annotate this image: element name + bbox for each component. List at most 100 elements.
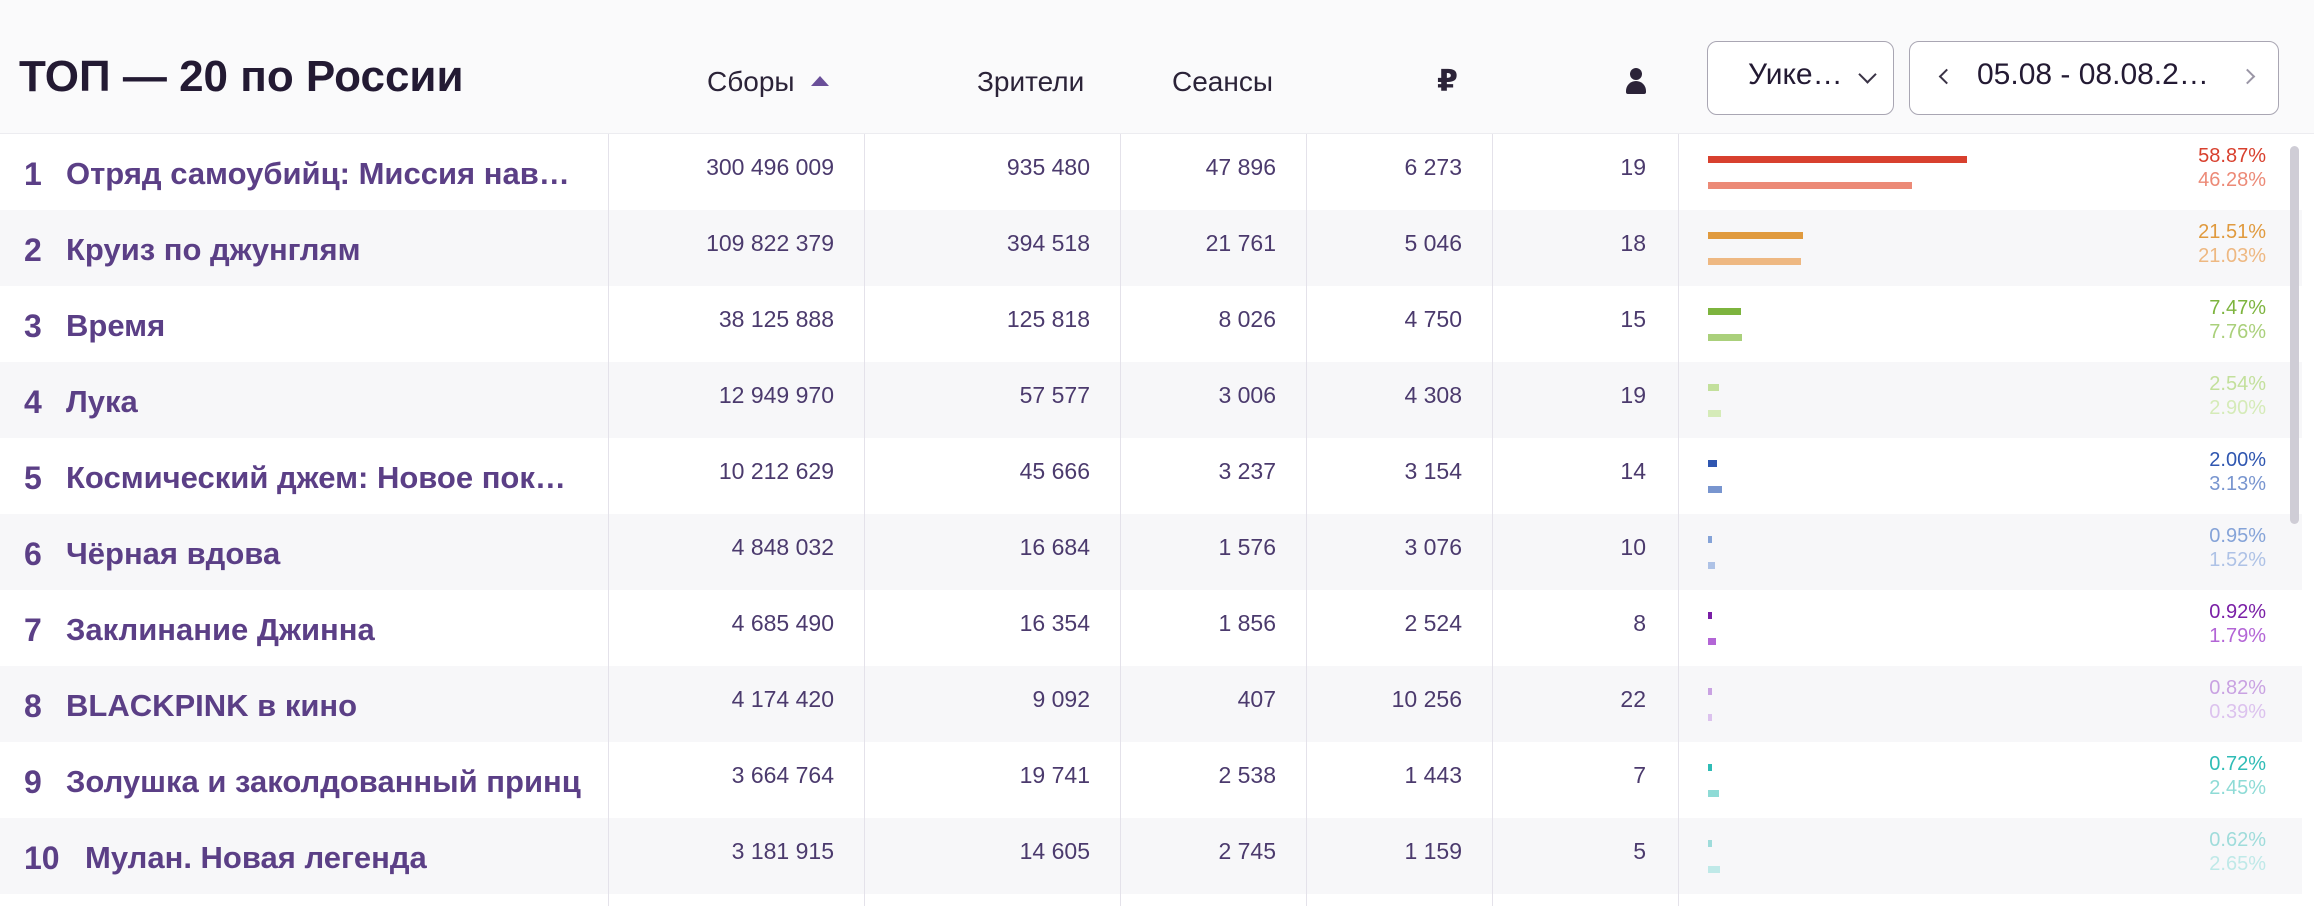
share-percent-secondary: 2.45%	[2209, 777, 2266, 799]
cell-seats: 14	[1620, 458, 1646, 484]
share-percent-secondary: 1.79%	[2209, 625, 2266, 647]
ruble-icon[interactable]: ₽	[1437, 65, 1458, 98]
share-percent-secondary: 21.03%	[2198, 245, 2266, 267]
share-bar-secondary	[1708, 258, 1801, 265]
column-header-zriteli[interactable]: Зрители	[977, 66, 1085, 97]
film-title-link[interactable]: Чёрная вдова	[66, 536, 281, 571]
cell-sbory: 12 949 970	[718, 382, 834, 408]
share-percent-primary: 0.95%	[2209, 525, 2266, 547]
chevron-left-icon	[1938, 68, 1955, 85]
cell-ruble: 4 750	[1404, 306, 1462, 332]
table-row[interactable]: 5 Космический джем: Новое пок… 10 212 629 4…	[0, 438, 2302, 514]
share-bar-secondary	[1708, 714, 1712, 721]
date-range-value: 05.08 - 08.08.2…	[1977, 58, 2209, 91]
share-percentages: 0.72% 2.45%	[2146, 752, 2266, 812]
film-title-link[interactable]: Золушка и заколдованный принц	[66, 764, 581, 799]
cell-seats: 18	[1620, 230, 1646, 256]
period-select[interactable]: Уике…	[1707, 41, 1894, 115]
film-title-link[interactable]: Заклинание Джинна	[66, 612, 375, 647]
share-percent-secondary: 1.52%	[2209, 549, 2266, 571]
table-row[interactable]: 10 Мулан. Новая легенда 3 181 915 14 605 2 7…	[0, 818, 2302, 894]
share-percent-primary: 0.92%	[2209, 601, 2266, 623]
row-rank: 10	[24, 840, 60, 876]
share-percent-primary: 58.87%	[2198, 145, 2266, 167]
film-title-link[interactable]: Время	[66, 308, 166, 343]
film-title-link[interactable]: BLACKPINK в кино	[66, 688, 358, 723]
share-bar-secondary	[1708, 562, 1715, 569]
share-percent-primary: 21.51%	[2198, 221, 2266, 243]
row-rank: 8	[24, 688, 42, 724]
share-percent-secondary: 7.76%	[2209, 321, 2266, 343]
share-percentages: 0.82% 0.39%	[2146, 676, 2266, 736]
scrollbar[interactable]	[2290, 146, 2299, 524]
film-title-link[interactable]: Космический джем: Новое пок…	[66, 460, 566, 495]
table-row[interactable]: 4 Лука 12 949 970 57 577 3 006 4 308 19 2.54% 2.…	[0, 362, 2302, 438]
share-bar-secondary	[1708, 790, 1719, 797]
cell-ruble: 1 443	[1404, 762, 1462, 788]
cell-zriteli: 394 518	[1006, 230, 1090, 256]
cell-zriteli: 19 741	[1019, 762, 1090, 788]
film-title-link[interactable]: Отряд самоубийц: Миссия нав…	[66, 156, 570, 191]
row-rank: 4	[24, 384, 42, 420]
cell-sbory: 4 174 420	[731, 686, 834, 712]
share-bar-primary	[1708, 384, 1720, 391]
next-period-button[interactable]	[2236, 58, 2266, 98]
table-row[interactable]: 6 Чёрная вдова 4 848 032 16 684 1 576 3 076 10…	[0, 514, 2302, 590]
share-percent-secondary: 3.13%	[2209, 473, 2266, 495]
share-bar-primary	[1708, 612, 1713, 619]
cell-ruble: 4 308	[1404, 382, 1462, 408]
share-bar-primary	[1708, 308, 1741, 315]
person-icon[interactable]	[1625, 68, 1647, 94]
cell-ruble: 2 524	[1404, 610, 1462, 636]
cell-ruble: 3 154	[1404, 458, 1462, 484]
cell-seansy: 1 576	[1218, 534, 1276, 560]
cell-seats: 19	[1620, 382, 1646, 408]
table-row[interactable]: 2 Круиз по джунглям 109 822 379 394 518 21 7…	[0, 210, 2302, 286]
share-bar-secondary	[1708, 486, 1722, 493]
cell-zriteli: 45 666	[1019, 458, 1090, 484]
cell-seansy: 2 745	[1218, 838, 1276, 864]
row-rank: 2	[24, 232, 42, 268]
column-divider	[1678, 134, 1679, 906]
cell-sbory: 4 685 490	[731, 610, 834, 636]
share-bar-secondary	[1708, 182, 1912, 189]
cell-sbory: 38 125 888	[718, 306, 834, 332]
column-divider	[1492, 134, 1493, 906]
share-percentages: 2.54% 2.90%	[2146, 372, 2266, 432]
share-percentages: 2.00% 3.13%	[2146, 448, 2266, 508]
row-rank: 1	[24, 156, 42, 192]
cell-sbory: 10 212 629	[718, 458, 834, 484]
table-row[interactable]: 1 Отряд самоубийц: Миссия нав… 300 496 009…	[0, 134, 2302, 210]
column-header-sbory[interactable]: Сборы	[707, 66, 795, 97]
share-bar-primary	[1708, 840, 1712, 847]
cell-zriteli: 935 480	[1006, 154, 1090, 180]
cell-seats: 7	[1633, 762, 1646, 788]
chevron-right-icon	[2239, 68, 2256, 85]
prev-period-button[interactable]	[1930, 58, 1960, 98]
share-bar-secondary	[1708, 638, 1716, 645]
share-percentages: 0.95% 1.52%	[2146, 524, 2266, 584]
period-select-value: Уике…	[1748, 58, 1843, 91]
column-divider	[1306, 134, 1307, 906]
table-row[interactable]: 7 Заклинание Джинна 4 685 490 16 354 1 856 2 …	[0, 590, 2302, 666]
date-range-picker[interactable]: 05.08 - 08.08.2…	[1909, 41, 2279, 115]
table-row[interactable]: 9 Золушка и заколдованный принц 3 664 764 1…	[0, 742, 2302, 818]
sort-asc-icon[interactable]	[811, 76, 829, 86]
share-bar-secondary	[1708, 866, 1720, 873]
cell-seansy: 47 896	[1205, 154, 1276, 180]
share-percent-primary: 2.00%	[2209, 449, 2266, 471]
share-percent-secondary: 46.28%	[2198, 169, 2266, 191]
share-percentages: 58.87% 46.28%	[2146, 144, 2266, 204]
share-percentages: 0.92% 1.79%	[2146, 600, 2266, 660]
share-bar-secondary	[1708, 410, 1721, 417]
film-title-link[interactable]: Лука	[66, 384, 138, 419]
table-row[interactable]: 3 Время 38 125 888 125 818 8 026 4 750 15 7.47%…	[0, 286, 2302, 362]
column-header-seansy[interactable]: Сеансы	[1172, 66, 1273, 97]
share-percent-primary: 0.62%	[2209, 829, 2266, 851]
cell-sbory: 3 664 764	[731, 762, 834, 788]
cell-sbory: 4 848 032	[731, 534, 834, 560]
film-title-link[interactable]: Круиз по джунглям	[66, 232, 361, 267]
film-title-link[interactable]: Мулан. Новая легенда	[85, 840, 427, 875]
table-row[interactable]: 8 BLACKPINK в кино 4 174 420 9 092 407 10 256…	[0, 666, 2302, 742]
